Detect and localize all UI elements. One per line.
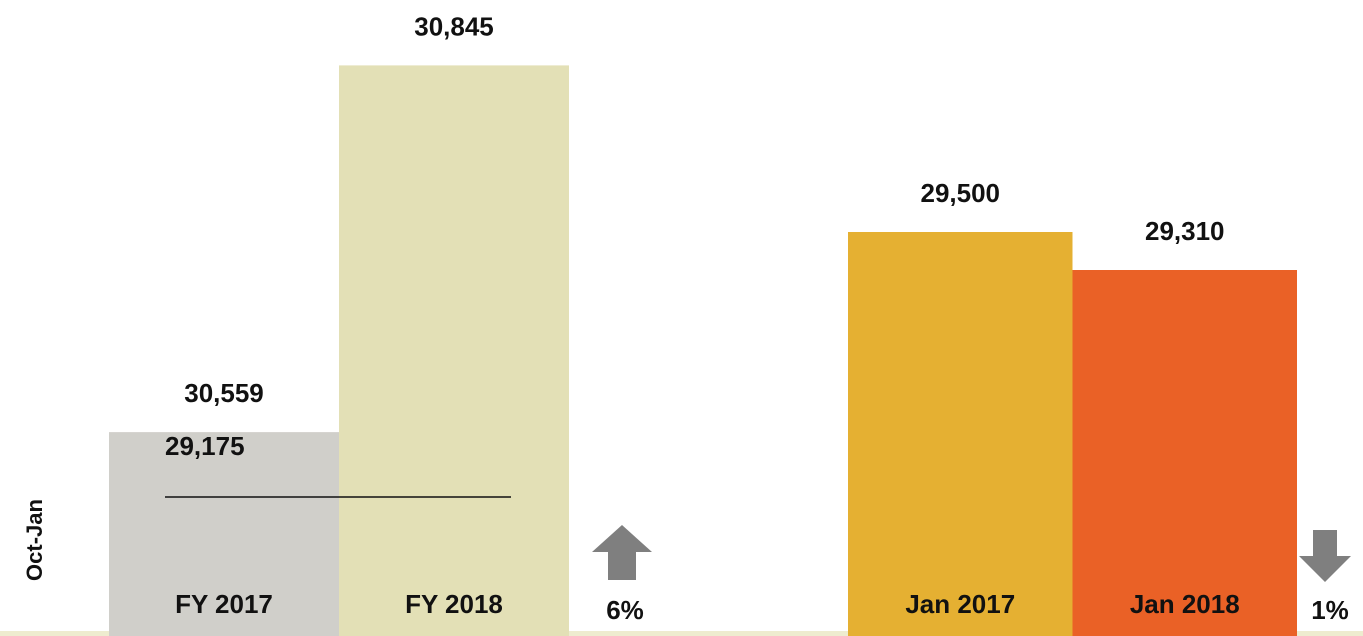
change-arrow (592, 525, 652, 580)
bar (1072, 270, 1297, 636)
category-label: FY 2017 (175, 589, 273, 619)
bar (109, 432, 339, 636)
value-label: 30,559 (184, 378, 264, 408)
category-label: FY 2018 (405, 589, 503, 619)
bar (848, 232, 1073, 636)
bar (339, 65, 569, 636)
change-arrow (1299, 530, 1351, 582)
value-label: 29,500 (920, 178, 1000, 208)
category-label: Jan 2018 (1130, 589, 1240, 619)
value-label: 30,845 (414, 11, 494, 41)
value-label: 29,310 (1145, 216, 1225, 246)
base-strip (0, 631, 1363, 636)
category-label: Jan 2017 (905, 589, 1015, 619)
change-label: 6% (606, 595, 644, 625)
change-label: 1% (1311, 595, 1349, 625)
y-axis-label: Oct-Jan (22, 499, 47, 581)
annotation: 29,175 (165, 431, 245, 461)
